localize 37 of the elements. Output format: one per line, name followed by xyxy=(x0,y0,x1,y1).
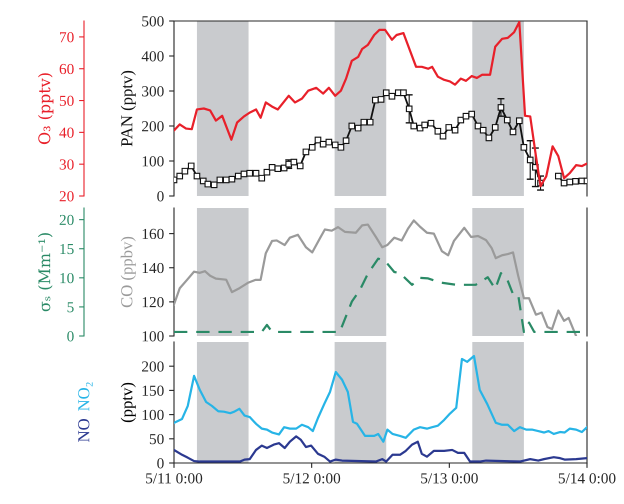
y-axis-title: CO (ppbv) xyxy=(120,236,136,308)
y-tick-label: 160 xyxy=(142,228,164,240)
y2-axis-title: O₃ (pptv) xyxy=(38,73,54,144)
x-tick-label: 5/14 0:00 xyxy=(558,473,616,484)
y2-tick-label: 40 xyxy=(59,128,74,138)
text: NO xyxy=(78,419,90,442)
text: NO₂ xyxy=(78,382,93,411)
y2-tick-label: 50 xyxy=(60,96,74,106)
y-tick-label: 150 xyxy=(142,386,164,396)
y2-tick-label: 20 xyxy=(60,214,74,226)
y-tick-label: 100 xyxy=(142,410,164,420)
y2-axis-title: σₛ (Mm⁻¹) xyxy=(38,233,53,312)
y-tick-label: 100 xyxy=(142,156,164,166)
y-axis-title: PAN (pptv) xyxy=(120,70,136,146)
y-tick-label: 140 xyxy=(142,262,164,274)
y-tick-label: 200 xyxy=(142,361,164,372)
x-tick-label: 5/12 0:00 xyxy=(283,473,340,484)
y-tick-label: 400 xyxy=(142,51,164,62)
x-tick-label: 5/11 0:00 xyxy=(146,473,202,484)
y-tick-label: 50 xyxy=(150,434,164,444)
y2-tick-label: 15 xyxy=(60,244,74,254)
y-tick-label: 500 xyxy=(142,16,164,26)
y2-tick-label: 5 xyxy=(68,302,74,312)
y-tick-label: 0 xyxy=(157,458,164,468)
y-tick-label: 120 xyxy=(142,297,164,308)
y-axis-title: (pptv) xyxy=(120,382,136,422)
y2-tick-label: 70 xyxy=(60,32,74,42)
y2-tick-label: 60 xyxy=(60,64,74,74)
y-tick-label: 300 xyxy=(142,86,164,96)
y2-tick-label: 0 xyxy=(67,331,74,342)
x-tick-label: 5/13 0:00 xyxy=(421,473,478,484)
y2-tick-label: 30 xyxy=(60,159,74,170)
y2-tick-label: 10 xyxy=(60,272,74,284)
y2-tick-label: 20 xyxy=(60,191,74,202)
y-tick-label: 100 xyxy=(142,331,164,342)
y-tick-label: 0 xyxy=(157,191,164,202)
y-tick-label: 200 xyxy=(142,121,164,132)
